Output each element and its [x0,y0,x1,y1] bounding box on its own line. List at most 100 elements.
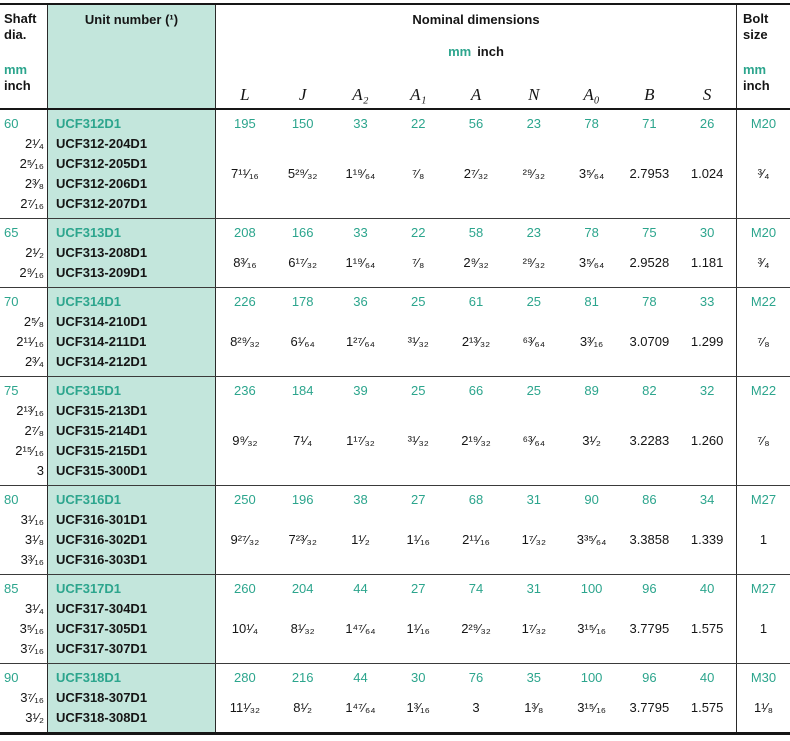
dimension-mm-value: 33 [699,294,715,309]
dimension-cell: 30 1.181 [678,223,736,283]
table-row-block: 65 2¹⁄₂ 2⁹⁄₁₆ UCF313D1 UCF313-208D1 UCF3… [0,218,790,287]
dimension-inch-value: 1¹⁹⁄₆₄ [345,255,376,270]
shaft-inch-value: 3⁷⁄₁₆ [20,641,44,656]
dimension-mm-value: 250 [234,492,256,507]
dimension-mm-value: 71 [642,116,657,131]
dimension-mm-value: 30 [699,225,715,240]
dimension-inch-value: ²⁹⁄₃₂ [522,255,545,270]
dimension-inch-value: 7¹⁄₄ [293,433,313,448]
unit-number-lead: UCF312D1 [56,116,122,131]
bolt-mm-value: M30 [750,670,777,685]
dimension-mm-value: 96 [642,581,657,596]
table-row-block: 85 3¹⁄₄ 3⁵⁄₁₆ 3⁷⁄₁₆ UCF317D1 UCF317-304D… [0,574,790,663]
dimension-mm-value: 44 [353,581,368,596]
dimension-inch-value: 10¹⁄₄ [231,621,259,636]
unit-number: UCF316-303D1 [56,552,148,567]
dimension-mm-value: 33 [353,225,368,240]
shaft-dia-cell: 65 2¹⁄₂ 2⁹⁄₁₆ [0,219,48,287]
dimension-letter: S [702,85,712,104]
bolt-mm-value: M20 [750,225,777,240]
dimension-cell: 25 ⁶³⁄₆₄ [505,381,563,481]
dimension-inch-value: 1⁴⁷⁄₆₄ [345,621,376,636]
unit-number: UCF314-210D1 [56,314,148,329]
unit-number-lead: UCF316D1 [56,492,122,507]
dimension-cell: 33 1¹⁹⁄₆₄ [332,223,390,283]
dimension-cell: 184 7¹⁄₄ [274,381,332,481]
dimension-mm-value: 44 [353,670,368,685]
dimension-cell: 86 3.3858 [620,490,678,570]
bolt-size-cell: M30 1¹⁄₈ [737,664,790,732]
dimension-mm-value: 33 [353,116,368,131]
dimension-inch-value: 9⁹⁄₃₂ [232,433,258,448]
dimension-inch-value: 2⁷⁄₃₂ [463,166,489,181]
dimension-cell: 35 1³⁄₈ [505,668,563,728]
dimension-mm-value: 204 [291,581,314,596]
dimension-mm-value: 61 [468,294,484,309]
shaft-mm-value: 90 [4,670,19,685]
dimension-cell: 30 1³⁄₁₆ [389,668,447,728]
dimension-inch-value: 1¹⁄₁₆ [406,621,430,636]
unit-number: UCF315-215D1 [56,443,148,458]
unit-number: UCF318-308D1 [56,710,148,725]
dimension-cell: 25 ³¹⁄₃₂ [389,381,447,481]
dimension-inch-value: 7¹¹⁄₁₆ [231,166,259,181]
bolt-mm-value: M27 [750,492,777,507]
dimension-cell: 100 3¹⁵⁄₁₆ [563,579,621,659]
bolt-mm-value: M20 [750,116,777,131]
bolt-size-header: Bolt size mm inch [737,5,790,108]
shaft-inch-value: 2¹⁄₄ [24,136,44,151]
dimension-mm-value: 35 [526,670,542,685]
shaft-dia-cell: 80 3¹⁄₁₆ 3¹⁄₈ 3³⁄₁₆ [0,486,48,574]
dimension-cell: 44 1⁴⁷⁄₆₄ [332,668,390,728]
dimension-inch-value: 6¹⁷⁄₃₂ [288,255,318,270]
dimension-mm-value: 34 [699,492,715,507]
nominal-inch-label: inch [477,44,504,59]
dimension-mm-value: 86 [642,492,657,507]
dimension-cell: 150 5²⁹⁄₃₂ [274,114,332,214]
shaft-inch-value: 2¹⁵⁄₁₆ [15,443,44,458]
shaft-dia-cell: 70 2⁵⁄₈ 2¹¹⁄₁₆ 2³⁄₄ [0,288,48,376]
shaft-mm-value: 60 [4,116,19,131]
dimension-cell: 25 ³¹⁄₃₂ [389,292,447,372]
dimension-letter-row: L J A₂ A₁ A N A₀ B S [216,60,736,108]
dimension-mm-value: 23 [526,225,542,240]
bolt-inch-value: ³⁄₄ [757,255,770,270]
bolt-mm-value: M22 [750,383,777,398]
unit-number-cell: UCF312D1 UCF312-204D1 UCF312-205D1 UCF31… [48,110,216,218]
dimension-cell: 27 1¹⁄₁₆ [389,579,447,659]
dimension-inch-value: 2.7953 [629,166,670,181]
dimension-mm-value: 82 [642,383,657,398]
dimension-letter: B [644,85,655,104]
dimension-inch-value: 3.2283 [629,433,670,448]
dimension-inch-value: 7²³⁄₃₂ [288,532,317,547]
dimension-letter: J [298,85,307,104]
dimension-mm-value: 74 [468,581,484,596]
dimension-inch-value: 2¹⁹⁄₃₂ [461,433,491,448]
dimension-cell: 31 1⁷⁄₃₂ [505,579,563,659]
dimension-mm-value: 27 [411,581,426,596]
dimension-mm-value: 25 [411,294,426,309]
shaft-inch-value: 2⁹⁄₁₆ [19,265,44,280]
dimension-inch-value: 3¹⁵⁄₁₆ [577,700,606,715]
dimension-mm-value: 58 [468,225,484,240]
dimension-cell: 71 2.7953 [620,114,678,214]
dimension-inch-value: 3³⁄₁₆ [579,334,604,349]
dimension-inch-value: 6¹⁄₆₄ [290,334,315,349]
dimension-inch-value: 9²⁷⁄₃₂ [230,532,260,547]
bolt-inch-value: ⁷⁄₈ [757,334,770,349]
dimension-inch-value: 2²⁹⁄₃₂ [461,621,491,636]
dimension-inch-value: 8¹⁄₃₂ [290,621,315,636]
dimension-cell: 89 3¹⁄₂ [563,381,621,481]
dimension-inch-value: 1.024 [690,166,724,181]
dimension-letter: L [240,85,250,104]
bolt-size-cell: M20 ³⁄₄ [737,110,790,218]
dimension-cell: 208 8³⁄₁₆ [216,223,274,283]
unit-number: UCF315-214D1 [56,423,148,438]
unit-number: UCF316-302D1 [56,532,148,547]
dimension-mm-value: 76 [468,670,484,685]
dimension-mm-value: 78 [584,116,599,131]
dimension-cell: 96 3.7795 [620,668,678,728]
dimension-inch-value: 1¹⁄₁₆ [406,532,430,547]
dimension-mm-value: 260 [234,581,256,596]
dimension-cell: 38 1¹⁄₂ [332,490,390,570]
